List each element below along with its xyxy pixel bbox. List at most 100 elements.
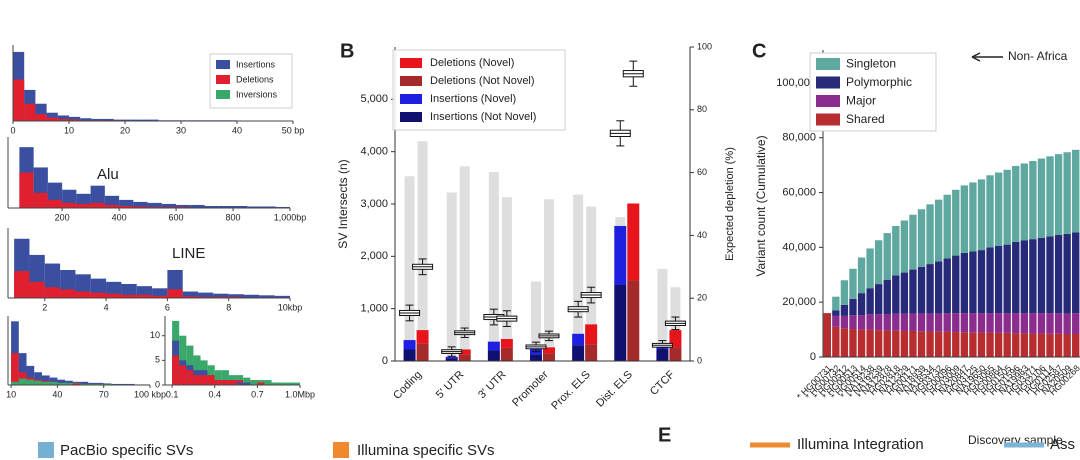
histogram-bar [250, 380, 258, 385]
histogram-bar [95, 383, 104, 385]
bar-segment [627, 203, 640, 281]
x-tick-label: 0.4 [208, 389, 221, 399]
annotation: Alu [97, 166, 119, 183]
bar-segment [458, 349, 471, 355]
histogram-bar [121, 284, 137, 298]
bar-segment [977, 250, 986, 314]
legend-swatch [816, 95, 840, 107]
bar-segment [832, 315, 840, 327]
bar-segment [875, 330, 883, 357]
bar-segment [849, 315, 857, 330]
histogram-bar [11, 381, 19, 385]
bar-segment [934, 331, 943, 357]
bar-segment [866, 314, 874, 330]
bar-segment [1072, 313, 1080, 334]
bar-segment [917, 331, 926, 357]
legend-swatch [216, 90, 230, 99]
bar-segment [1063, 313, 1071, 334]
expected-bar [531, 281, 541, 361]
bar-segment [1029, 161, 1037, 240]
histogram-bar [243, 377, 251, 385]
y-axis-label: SV Intersects (n) [336, 159, 350, 248]
histogram-bar [24, 103, 36, 121]
bar-segment [1029, 333, 1037, 357]
histogram-bar [228, 296, 245, 298]
bar-segment [917, 313, 926, 332]
histogram-bar [259, 295, 275, 298]
x-tick-label: 6 [165, 302, 170, 312]
y-tick-label: 4,000 [360, 146, 388, 158]
histogram-bar [62, 202, 77, 208]
histogram-bar [102, 118, 114, 121]
bar-segment [1054, 313, 1063, 334]
x-tick-label: 40 [52, 389, 62, 399]
histogram-bar [57, 382, 66, 385]
histogram-bar [274, 295, 290, 298]
bar-segment [1046, 156, 1054, 237]
bar-segment [969, 332, 977, 357]
panel-letter: C [752, 40, 766, 62]
bar-segment [1012, 241, 1020, 314]
bar-segment [917, 209, 926, 267]
y2-axis-label: Expected depletion (%) [724, 147, 736, 261]
histogram-bar [133, 201, 148, 208]
expected-bar [446, 192, 457, 361]
histogram-bar [190, 204, 205, 208]
bar-segment [1020, 163, 1028, 241]
bar-segment [849, 268, 857, 299]
bar-segment [969, 313, 977, 333]
bar-segment [832, 296, 840, 311]
histogram-bar [207, 375, 215, 385]
legend-label: Deletions (Novel) [430, 57, 514, 69]
histogram-bar [88, 383, 96, 385]
bar-segment [909, 313, 917, 331]
bar-segment [960, 252, 969, 314]
bar-segment [1037, 158, 1046, 238]
y2-tick-label: 60 [697, 167, 707, 177]
histogram-bar [136, 119, 148, 121]
y-axis-label: Variant count (Cumulative) [754, 135, 768, 276]
histogram-bar [147, 202, 162, 208]
legend-label: Shared [846, 112, 885, 126]
panel-letter: E [658, 424, 671, 446]
bar-segment [943, 258, 951, 314]
histogram-bar [49, 381, 58, 385]
bar-segment [500, 347, 513, 361]
y2-tick-label: 100 [697, 41, 712, 51]
histogram-bar [80, 118, 92, 121]
histogram-bar [257, 382, 265, 385]
bar-segment [960, 313, 969, 333]
bar-segment [1012, 313, 1020, 334]
histogram-bar [292, 382, 300, 385]
bar-segment [900, 272, 909, 314]
legend-label: Deletions [236, 74, 274, 84]
bar-segment [487, 350, 500, 361]
bar-segment [909, 269, 917, 314]
legend-label: Illumina specific SVs [357, 442, 495, 459]
bar-segment [875, 314, 883, 331]
y-tick-label: 5,000 [360, 93, 388, 105]
bar-segment [823, 313, 831, 357]
bar-segment [1054, 154, 1063, 236]
histogram-bar [176, 206, 191, 208]
expected-bar [488, 172, 499, 361]
histogram-bar [76, 203, 91, 208]
x-tick-label: 30 [176, 125, 186, 135]
bar-segment [1046, 333, 1054, 357]
bar-segment [875, 240, 883, 285]
legend-swatch [816, 76, 840, 89]
expected-bar [544, 199, 554, 361]
bar-segment [994, 245, 1003, 314]
bar-segment [900, 313, 909, 331]
bar-segment [1020, 313, 1028, 334]
x-tick-label: 400 [112, 212, 127, 222]
bar-segment [1003, 244, 1011, 314]
bar-segment [487, 341, 500, 351]
bar-segment [900, 220, 909, 273]
legend-swatch [400, 76, 422, 86]
x-tick-label: 10 [64, 125, 74, 135]
histogram-bar [91, 118, 103, 121]
bar-segment [986, 332, 994, 357]
histogram-bar [60, 289, 76, 298]
histogram-bar [285, 382, 293, 385]
